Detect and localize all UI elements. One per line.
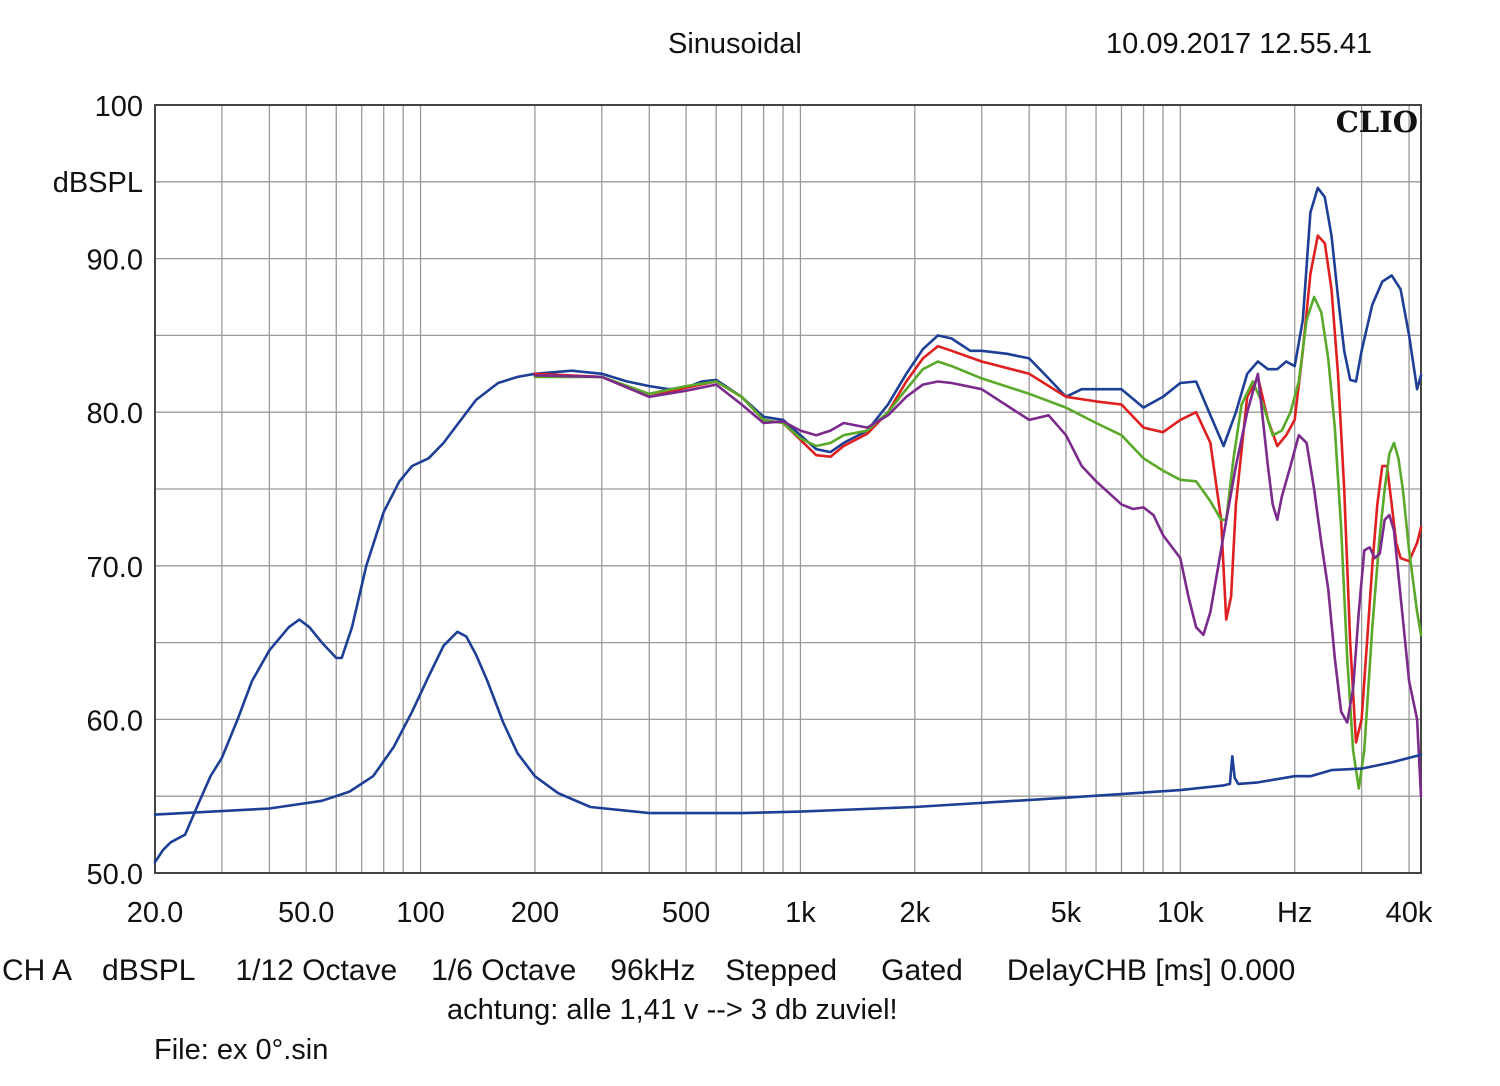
x-tick-label: 100 (396, 897, 444, 929)
y-unit-label: dBSPL (53, 167, 143, 199)
x-tick-label: 500 (662, 897, 710, 929)
y-tick-label: 60.0 (87, 705, 143, 737)
x-tick-label: 50.0 (278, 897, 334, 929)
x-tick-label: 20.0 (127, 897, 183, 929)
plot-frame (154, 104, 1422, 874)
settings-item: 96kHz (610, 954, 696, 987)
x-tick-label: 40k (1386, 897, 1433, 929)
chart-title: Sinusoidal (668, 28, 802, 60)
x-tick-label: 1k (785, 897, 816, 929)
series-line-4 (533, 372, 1423, 798)
y-tick-label: 80.0 (87, 398, 143, 430)
series-line-5 (153, 630, 1423, 816)
note-text: achtung: alle 1,41 v --> 3 db zuviel! (447, 994, 898, 1026)
y-tick-label: 50.0 (87, 859, 143, 891)
x-tick-label: 200 (511, 897, 559, 929)
settings-item: 1/6 Octave (431, 954, 577, 987)
measurement-settings: CH A dBSPL 1/12 Octave 1/6 Octave 96kHz Stepp… (2, 956, 1295, 986)
timestamp: 10.09.2017 12.55.41 (1106, 28, 1373, 60)
series-line-2 (533, 234, 1423, 744)
settings-item: 1/12 Octave (235, 954, 398, 987)
x-tick-label: 10k (1157, 897, 1204, 929)
x-tick-label: 2k (899, 897, 930, 929)
y-tick-label: 100 (95, 91, 143, 123)
settings-item: CH A (2, 954, 73, 987)
settings-item: Stepped (725, 954, 838, 987)
tick-labels: 100 90.0 80.0 70.0 60.0 50.0 20.0 50.0 100 200 500… (87, 91, 1433, 929)
settings-item: dBSPL (102, 954, 196, 987)
settings-item: Gated (881, 954, 963, 987)
series-line-3 (533, 295, 1423, 790)
clio-logo: CLIO (1336, 105, 1418, 139)
grid (154, 105, 1421, 873)
x-tick-label: 5k (1051, 897, 1082, 929)
file-name: File: ex 0°.sin (154, 1034, 329, 1066)
settings-item: DelayCHB [ms] 0.000 (1006, 954, 1296, 987)
series-group (153, 186, 1423, 864)
x-tick-label: Hz (1277, 897, 1312, 929)
y-tick-label: 90.0 (87, 245, 143, 277)
y-tick-label: 70.0 (87, 552, 143, 584)
series-line-1 (153, 186, 1423, 864)
